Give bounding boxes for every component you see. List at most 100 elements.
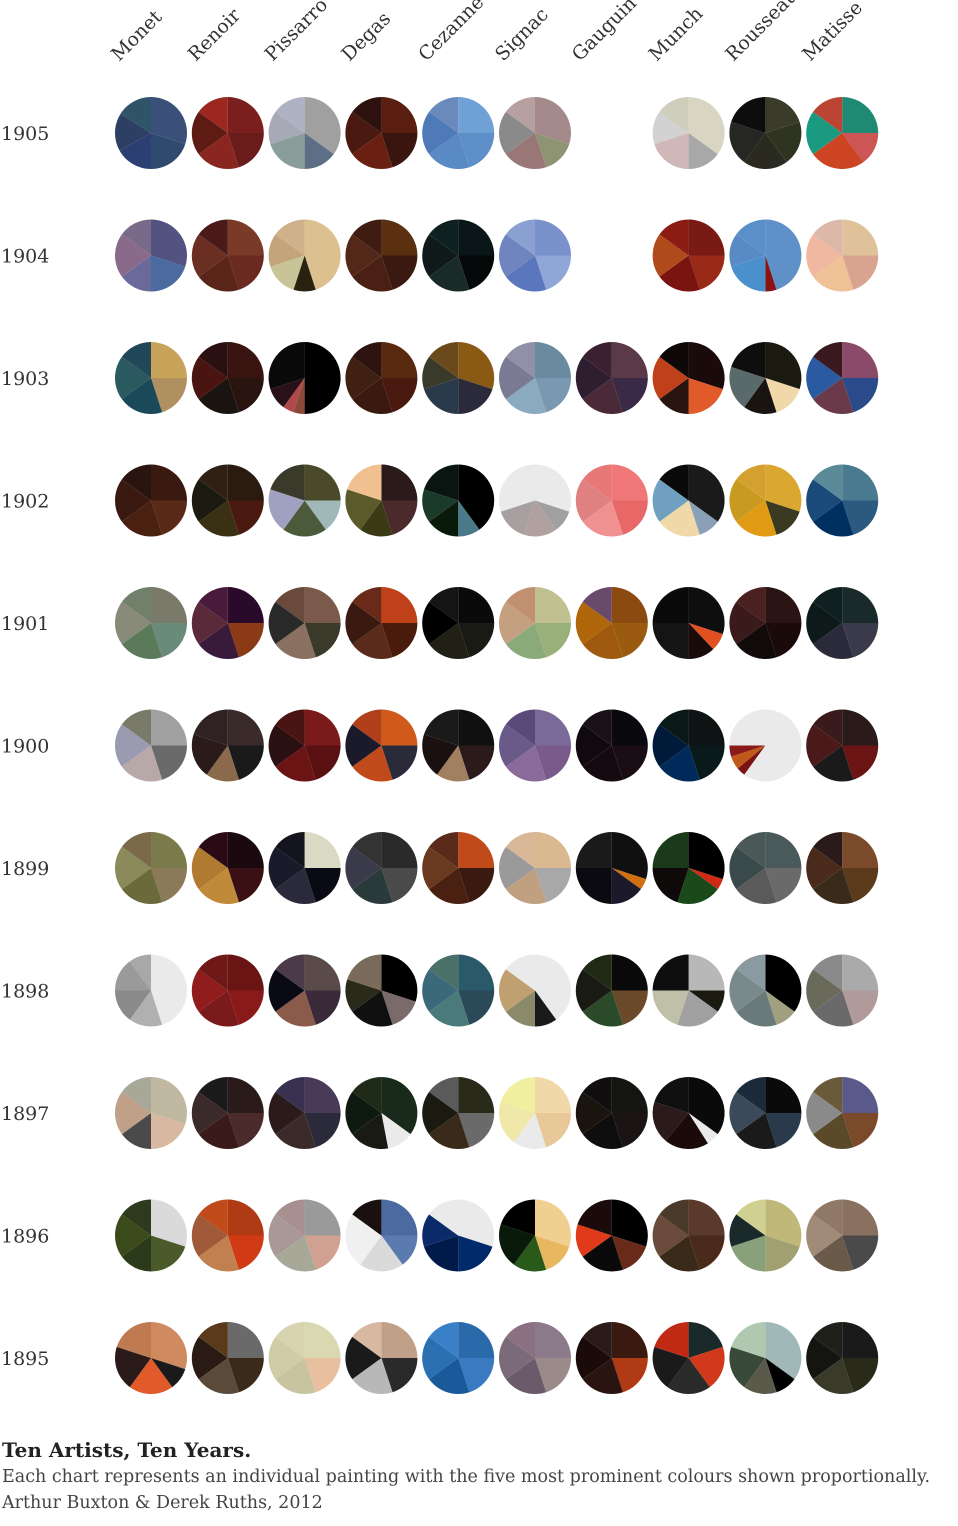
painting-pie-matisse-1897: [806, 1077, 879, 1150]
pie-slice: [227, 587, 264, 623]
painting-pie-pissarro-1901: [268, 587, 341, 660]
painting-pie-munch-1896: [652, 1199, 725, 1272]
painting-pie-pissarro-1900: [268, 709, 341, 782]
pie-slice: [813, 1113, 854, 1150]
pie-slice: [611, 623, 648, 658]
pie-slice: [227, 378, 264, 413]
painting-pie-cezanne-1897: [422, 1077, 495, 1150]
year-label-1901: 1901: [1, 613, 49, 635]
pie-slice: [813, 1358, 854, 1395]
pie-slice: [505, 255, 547, 292]
painting-pie-renoir-1905: [191, 97, 264, 170]
pie-slice: [731, 342, 766, 378]
artist-label-cezanne: Cezanne: [414, 0, 488, 66]
painting-pie-degas-1905: [345, 97, 418, 170]
pie-slice: [345, 234, 382, 277]
pie-slice: [652, 832, 689, 868]
pie-slice: [729, 366, 766, 408]
pie-slice: [191, 234, 228, 277]
pie-slice: [227, 868, 264, 903]
pie-slice: [151, 745, 187, 780]
painting-pie-monet-1900: [114, 709, 187, 782]
pie-slice: [352, 97, 382, 133]
pie-slice: [275, 709, 305, 746]
pie-slice: [688, 97, 725, 155]
pie-slice: [458, 954, 495, 991]
pie-slice: [582, 1113, 623, 1150]
pie-slice: [813, 133, 864, 170]
pie-slice: [535, 97, 572, 145]
pie-slice: [842, 219, 879, 256]
pie-slice: [227, 1113, 264, 1148]
pie-slice: [360, 500, 393, 537]
pie-slice: [765, 342, 802, 390]
pie-slice: [842, 1358, 879, 1393]
pie-slice: [659, 1235, 700, 1272]
pie-slice: [744, 709, 802, 782]
pie-slice: [352, 342, 382, 378]
pie-slice: [575, 1336, 612, 1380]
pie-slice: [198, 342, 228, 378]
pie-slice: [227, 1077, 264, 1113]
pie-slice: [575, 1091, 612, 1135]
pie-slice: [688, 623, 723, 650]
artist-label-gauguin: Gauguin: [568, 0, 641, 66]
pie-slice: [505, 623, 547, 660]
pie-slice: [611, 378, 648, 413]
pie-slice: [523, 500, 557, 537]
pie-slice: [806, 356, 843, 400]
pie-slice: [611, 745, 648, 780]
pie-slice: [736, 587, 766, 623]
pie-slice: [422, 734, 459, 775]
pie-slice: [304, 464, 341, 501]
artist-label-monet: Monet: [107, 6, 167, 66]
pie-slice: [652, 868, 689, 903]
painting-pie-degas-1902: [345, 464, 418, 537]
pie-slice: [806, 479, 843, 522]
pie-slice: [736, 1113, 777, 1150]
pie-slice: [151, 1077, 188, 1125]
pie-slice: [813, 97, 843, 133]
pie-slice: [198, 587, 228, 623]
pie-slice: [151, 378, 187, 413]
pie-slice: [498, 724, 535, 767]
painting-pie-cezanne-1904: [422, 219, 495, 292]
pie-slice: [227, 954, 264, 991]
pie-slice: [498, 356, 535, 400]
pie-slice: [806, 724, 843, 767]
pie-slice: [765, 97, 800, 133]
pie-slice: [611, 868, 641, 904]
pie-slice: [268, 601, 305, 645]
pie-slice: [765, 1077, 802, 1113]
pie-slice: [151, 623, 187, 658]
pie-slice: [677, 868, 718, 905]
pie-slice: [268, 234, 305, 267]
pie-slice: [535, 1077, 571, 1113]
pie-slice: [116, 1322, 151, 1358]
pie-slice: [842, 255, 879, 290]
pie-slice: [765, 1199, 802, 1247]
pie-slice: [422, 1336, 459, 1380]
painting-pie-pissarro-1897: [268, 1077, 341, 1150]
pie-slice: [151, 97, 188, 145]
pie-slice: [198, 500, 239, 537]
pie-slice: [659, 745, 700, 782]
pie-slice: [813, 219, 843, 256]
pie-slice: [304, 623, 341, 658]
pie-slice: [688, 990, 725, 1012]
pie-slice: [115, 990, 151, 1020]
painting-pie-matisse-1903: [806, 342, 879, 415]
pie-slice: [191, 1336, 228, 1380]
painting-pie-degas-1896: [345, 1199, 418, 1272]
painting-pie-renoir-1900: [191, 709, 264, 782]
painting-pie-pissarro-1902: [268, 464, 341, 537]
pie-slice: [429, 587, 459, 623]
pie-slice: [270, 378, 305, 408]
pie-slice: [813, 990, 854, 1027]
artist-label-matisse: Matisse: [798, 0, 867, 66]
pie-slice: [729, 234, 766, 267]
pie-slice: [352, 219, 382, 256]
pie-slice: [114, 601, 151, 645]
painting-pie-matisse-1896: [806, 1199, 879, 1272]
pie-slice: [505, 1322, 535, 1358]
